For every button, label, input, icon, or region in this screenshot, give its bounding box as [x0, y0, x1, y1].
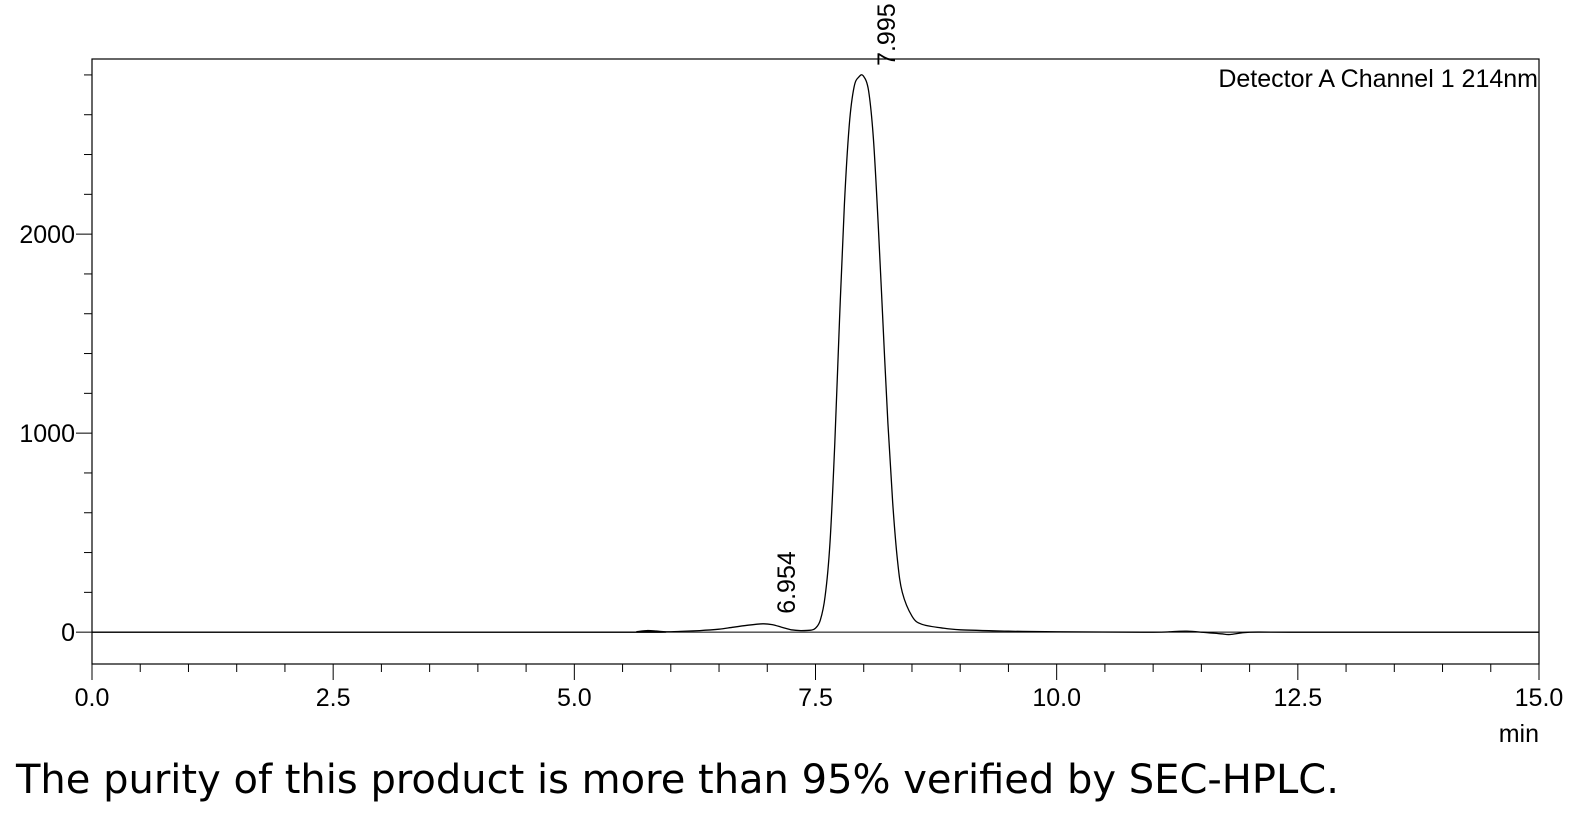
purity-caption: The purity of this product is more than …: [16, 757, 1339, 803]
x-tick-label: 7.5: [798, 684, 833, 712]
x-tick-label: 5.0: [557, 684, 592, 712]
x-unit-label: min: [1499, 720, 1539, 748]
plot-frame: [91, 58, 1540, 665]
y-tick-label: 1000: [19, 420, 75, 448]
x-axis: 0.0 2.5 5.0 7.5 10.0 12.5 15.0: [75, 664, 1564, 712]
channel-label: Detector A Channel 1 214nm: [1218, 65, 1538, 93]
y-axis: 0 1000 2000: [19, 74, 92, 647]
x-tick-label: 10.0: [1032, 684, 1081, 712]
x-tick-label: 12.5: [1273, 684, 1322, 712]
x-tick-label: 0.0: [75, 684, 110, 712]
x-tick-label: 2.5: [316, 684, 351, 712]
y-tick-label: 2000: [19, 221, 75, 249]
chromatogram-trace: [91, 74, 1539, 636]
chromatogram-chart: 0 1000 2000 0.0 2.5 5.0 7.5 10.0 12.5 15.0 6.954…: [19, 3, 1564, 748]
x-tick-label: 15.0: [1515, 684, 1564, 712]
peak-labels: 6.954 7.995: [773, 3, 901, 613]
y-tick-label: 0: [61, 619, 75, 647]
peak-label: 7.995: [873, 3, 901, 66]
peak-label: 6.954: [773, 551, 801, 614]
